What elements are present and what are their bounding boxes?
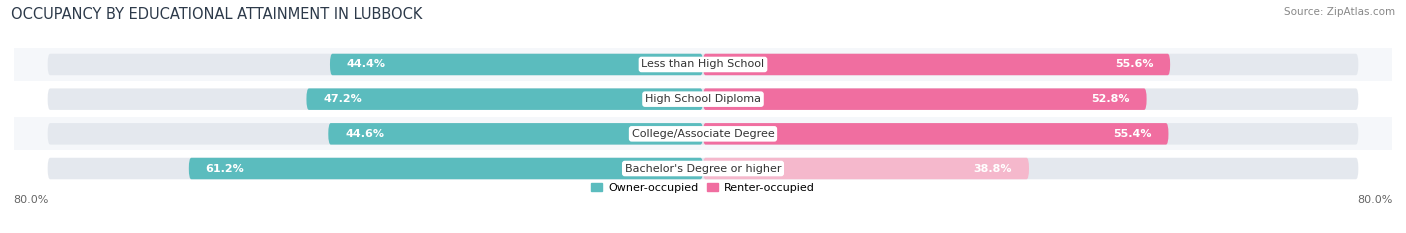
- Text: 61.2%: 61.2%: [205, 164, 245, 174]
- FancyBboxPatch shape: [48, 88, 1358, 110]
- Text: Bachelor's Degree or higher: Bachelor's Degree or higher: [624, 164, 782, 174]
- Text: OCCUPANCY BY EDUCATIONAL ATTAINMENT IN LUBBOCK: OCCUPANCY BY EDUCATIONAL ATTAINMENT IN L…: [11, 7, 423, 22]
- FancyBboxPatch shape: [14, 152, 1392, 185]
- FancyBboxPatch shape: [48, 123, 1358, 145]
- Text: College/Associate Degree: College/Associate Degree: [631, 129, 775, 139]
- Text: High School Diploma: High School Diploma: [645, 94, 761, 104]
- FancyBboxPatch shape: [703, 54, 1170, 75]
- FancyBboxPatch shape: [14, 117, 1392, 151]
- FancyBboxPatch shape: [14, 48, 1392, 81]
- FancyBboxPatch shape: [48, 54, 1358, 75]
- Text: 38.8%: 38.8%: [974, 164, 1012, 174]
- Text: Source: ZipAtlas.com: Source: ZipAtlas.com: [1284, 7, 1395, 17]
- Text: 44.6%: 44.6%: [344, 129, 384, 139]
- Text: 55.4%: 55.4%: [1114, 129, 1152, 139]
- Text: 47.2%: 47.2%: [323, 94, 361, 104]
- Text: Less than High School: Less than High School: [641, 59, 765, 69]
- FancyBboxPatch shape: [703, 158, 1029, 179]
- Text: 52.8%: 52.8%: [1091, 94, 1130, 104]
- FancyBboxPatch shape: [14, 82, 1392, 116]
- FancyBboxPatch shape: [188, 158, 703, 179]
- FancyBboxPatch shape: [703, 123, 1168, 145]
- Text: 55.6%: 55.6%: [1115, 59, 1153, 69]
- Legend: Owner-occupied, Renter-occupied: Owner-occupied, Renter-occupied: [586, 178, 820, 197]
- FancyBboxPatch shape: [330, 54, 703, 75]
- FancyBboxPatch shape: [307, 88, 703, 110]
- Text: 44.4%: 44.4%: [347, 59, 385, 69]
- FancyBboxPatch shape: [328, 123, 703, 145]
- FancyBboxPatch shape: [703, 88, 1147, 110]
- FancyBboxPatch shape: [48, 158, 1358, 179]
